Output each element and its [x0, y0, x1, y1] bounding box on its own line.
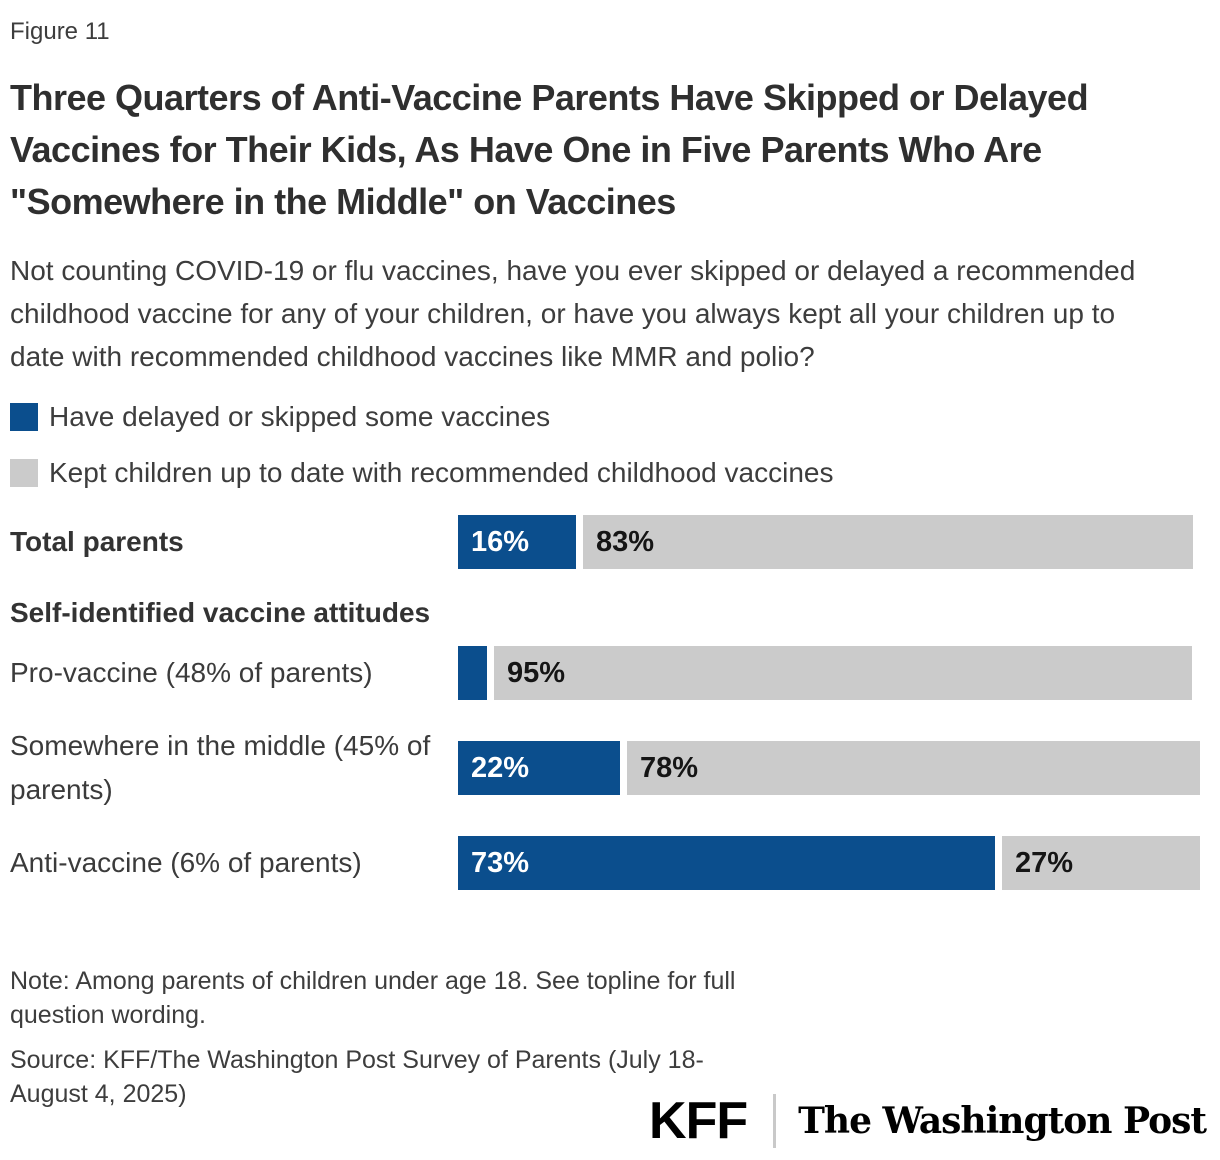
chart-row: Pro-vaccine (48% of parents) 95% — [10, 646, 1208, 700]
bar-value-label: 73% — [471, 846, 530, 879]
legend-label-delayed: Have delayed or skipped some vaccines — [49, 401, 551, 432]
bar-track: 73% 27% — [458, 836, 1200, 890]
group-header: Self-identified vaccine attitudes — [10, 597, 431, 628]
bar-chart: Total parents 16% 83% Self-identified vacci… — [10, 515, 1208, 890]
figure-label: Figure 11 — [10, 18, 110, 45]
bar-value-label: 95% — [507, 656, 566, 689]
bar-value-label: 16% — [471, 525, 530, 558]
bar-track: 95% — [458, 646, 1200, 700]
row-label: Total parents — [10, 526, 184, 557]
row-label: Somewhere in the middle (45% of parents) — [10, 730, 431, 805]
legend-item-kept: Kept children up to date with recommende… — [10, 459, 1208, 487]
legend-label-kept: Kept children up to date with recommende… — [49, 457, 834, 488]
bar-segment-kept: 95% — [494, 646, 1192, 700]
footer-notes: Note: Among parents of children under ag… — [10, 964, 1208, 1111]
source-text: Source: KFF/The Washington Post Survey o… — [10, 1046, 704, 1108]
chart-row: Somewhere in the middle (45% of parents)… — [10, 724, 1208, 812]
bar-segment-kept: 78% — [627, 741, 1200, 795]
kff-logo: KFF — [649, 1092, 748, 1150]
branding: KFF The Washington Post — [649, 1092, 1207, 1150]
chart-row: Total parents 16% 83% — [10, 515, 1208, 569]
bar-track: 16% 83% — [458, 515, 1200, 569]
chart-title: Three Quarters of Anti-Vaccine Parents H… — [10, 77, 1089, 222]
bar-track: 22% 78% — [458, 741, 1200, 795]
washington-post-logo: The Washington Post — [798, 1100, 1207, 1142]
bar-value-label: 78% — [640, 751, 699, 784]
bar-segment-kept: 27% — [1002, 836, 1200, 890]
legend-item-delayed: Have delayed or skipped some vaccines — [10, 403, 1208, 431]
bar-value-label: 83% — [596, 525, 655, 558]
bar-segment-kept: 83% — [583, 515, 1193, 569]
row-label: Anti-vaccine (6% of parents) — [10, 847, 362, 878]
brand-divider — [773, 1094, 777, 1148]
survey-question-text: Not counting COVID-19 or flu vaccines, h… — [10, 255, 1136, 372]
bar-segment-delayed: 22% — [458, 741, 620, 795]
legend-swatch-delayed-icon — [10, 403, 38, 431]
bar-value-label: 22% — [471, 751, 530, 784]
chart-row: Anti-vaccine (6% of parents) 73% 27% — [10, 836, 1208, 890]
bar-value-label: 27% — [1015, 846, 1074, 879]
bar-segment-delayed — [458, 646, 487, 700]
row-label: Pro-vaccine (48% of parents) — [10, 657, 373, 688]
legend: Have delayed or skipped some vaccines Ke… — [10, 403, 1208, 487]
bar-segment-delayed: 73% — [458, 836, 995, 890]
note-text: Note: Among parents of children under ag… — [10, 967, 736, 1029]
legend-swatch-kept-icon — [10, 459, 38, 487]
bar-segment-delayed: 16% — [458, 515, 576, 569]
